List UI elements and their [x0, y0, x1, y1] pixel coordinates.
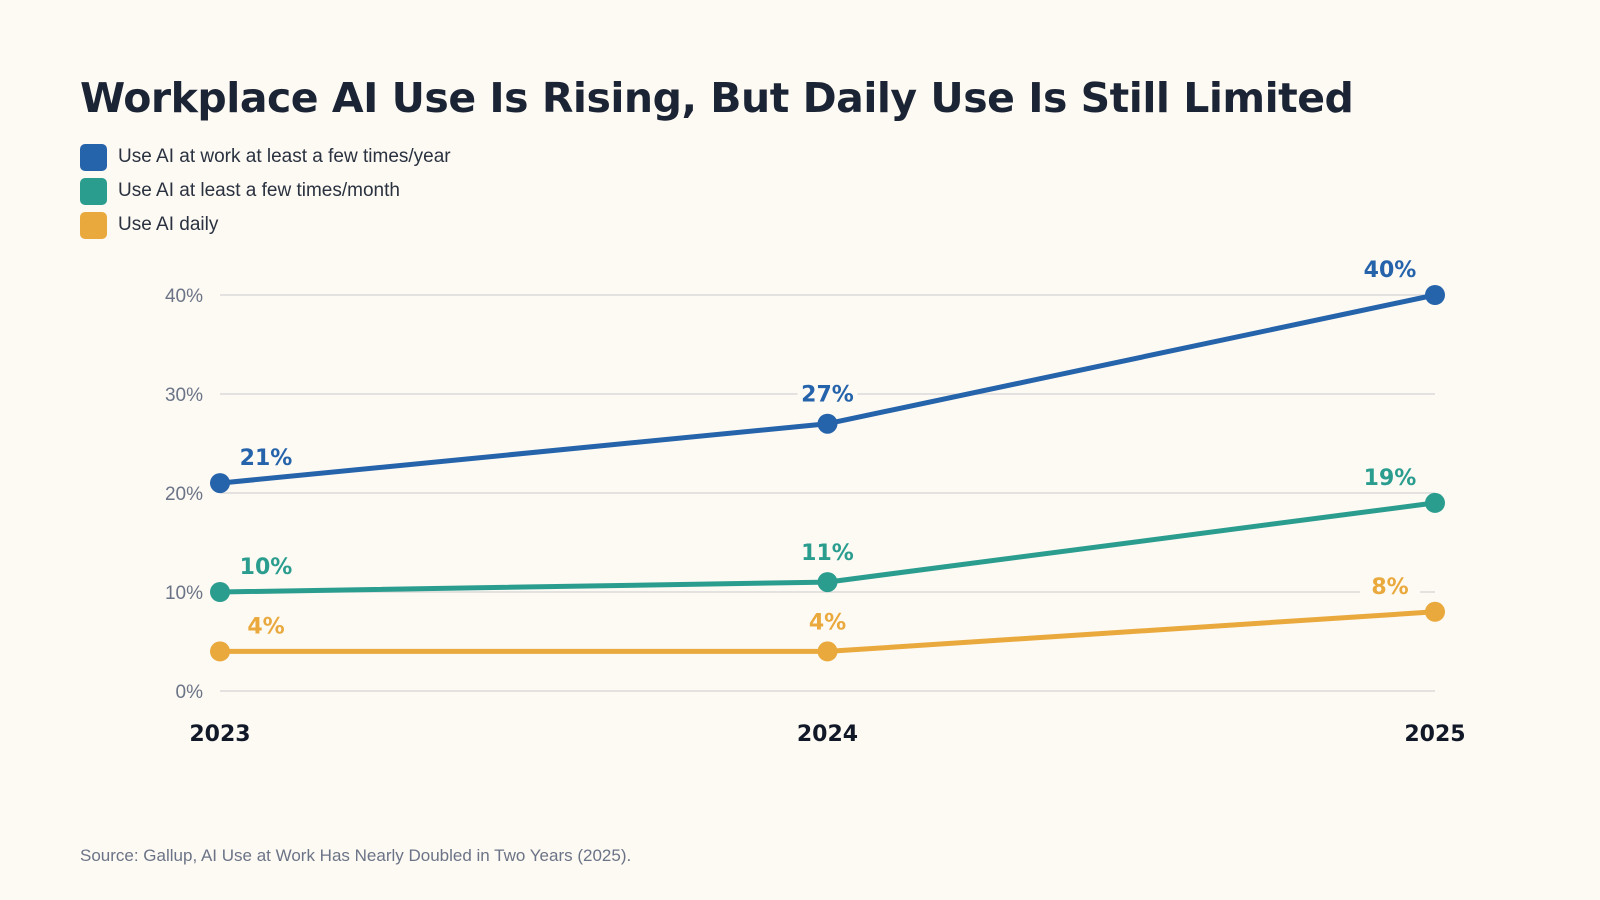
data-point — [817, 641, 838, 662]
legend-item-daily: Use AI daily — [80, 208, 451, 242]
data-label-background — [1360, 573, 1420, 600]
legend-item-monthly: Use AI at least a few times/month — [80, 174, 451, 208]
legend-label-monthly: Use AI at least a few times/month — [118, 180, 400, 201]
data-point — [817, 572, 838, 593]
data-label: 11% — [801, 541, 854, 566]
x-tick-label: 2023 — [189, 722, 250, 747]
data-point — [1425, 285, 1445, 305]
y-tick-label: 0% — [176, 682, 204, 703]
data-point — [210, 582, 230, 602]
chart-title: Workplace AI Use Is Rising, But Daily Us… — [80, 74, 1354, 122]
legend-item-yearly: Use AI at work at least a few times/year — [80, 140, 451, 174]
y-tick-label: 40% — [165, 286, 203, 307]
legend-swatch-daily — [80, 211, 107, 239]
data-label-background — [236, 445, 296, 472]
data-label: 27% — [801, 383, 854, 408]
data-label: 40% — [1364, 258, 1417, 283]
data-label: 8% — [1371, 575, 1408, 600]
legend-swatch-yearly — [80, 143, 107, 171]
data-point — [1425, 601, 1445, 622]
data-label-background — [236, 613, 296, 640]
data-label-background — [1360, 257, 1420, 283]
chart-legend: Use AI at work at least a few times/year… — [80, 140, 451, 242]
legend-swatch-monthly — [80, 177, 107, 205]
data-label: 10% — [240, 555, 293, 580]
data-label: 21% — [240, 446, 293, 471]
x-tick-label: 2025 — [1404, 722, 1465, 747]
data-label-background — [236, 554, 296, 580]
source-note: Source: Gallup, AI Use at Work Has Nearl… — [80, 846, 632, 865]
data-point — [210, 473, 230, 494]
data-point — [817, 413, 838, 434]
data-point — [1425, 492, 1445, 513]
data-label: 19% — [1364, 466, 1417, 491]
data-label: 4% — [809, 610, 846, 635]
data-label-background — [1360, 464, 1420, 491]
data-label-background — [797, 381, 858, 408]
data-label: 4% — [247, 614, 284, 639]
y-tick-label: 20% — [165, 484, 203, 505]
y-tick-label: 10% — [165, 583, 203, 604]
legend-label-daily: Use AI daily — [118, 214, 219, 235]
legend-label-yearly: Use AI at work at least a few times/year — [118, 146, 451, 167]
data-label-background — [797, 540, 858, 567]
data-label-background — [797, 609, 858, 636]
data-point — [210, 641, 230, 662]
y-tick-label: 30% — [165, 385, 203, 406]
x-tick-label: 2024 — [797, 722, 858, 747]
